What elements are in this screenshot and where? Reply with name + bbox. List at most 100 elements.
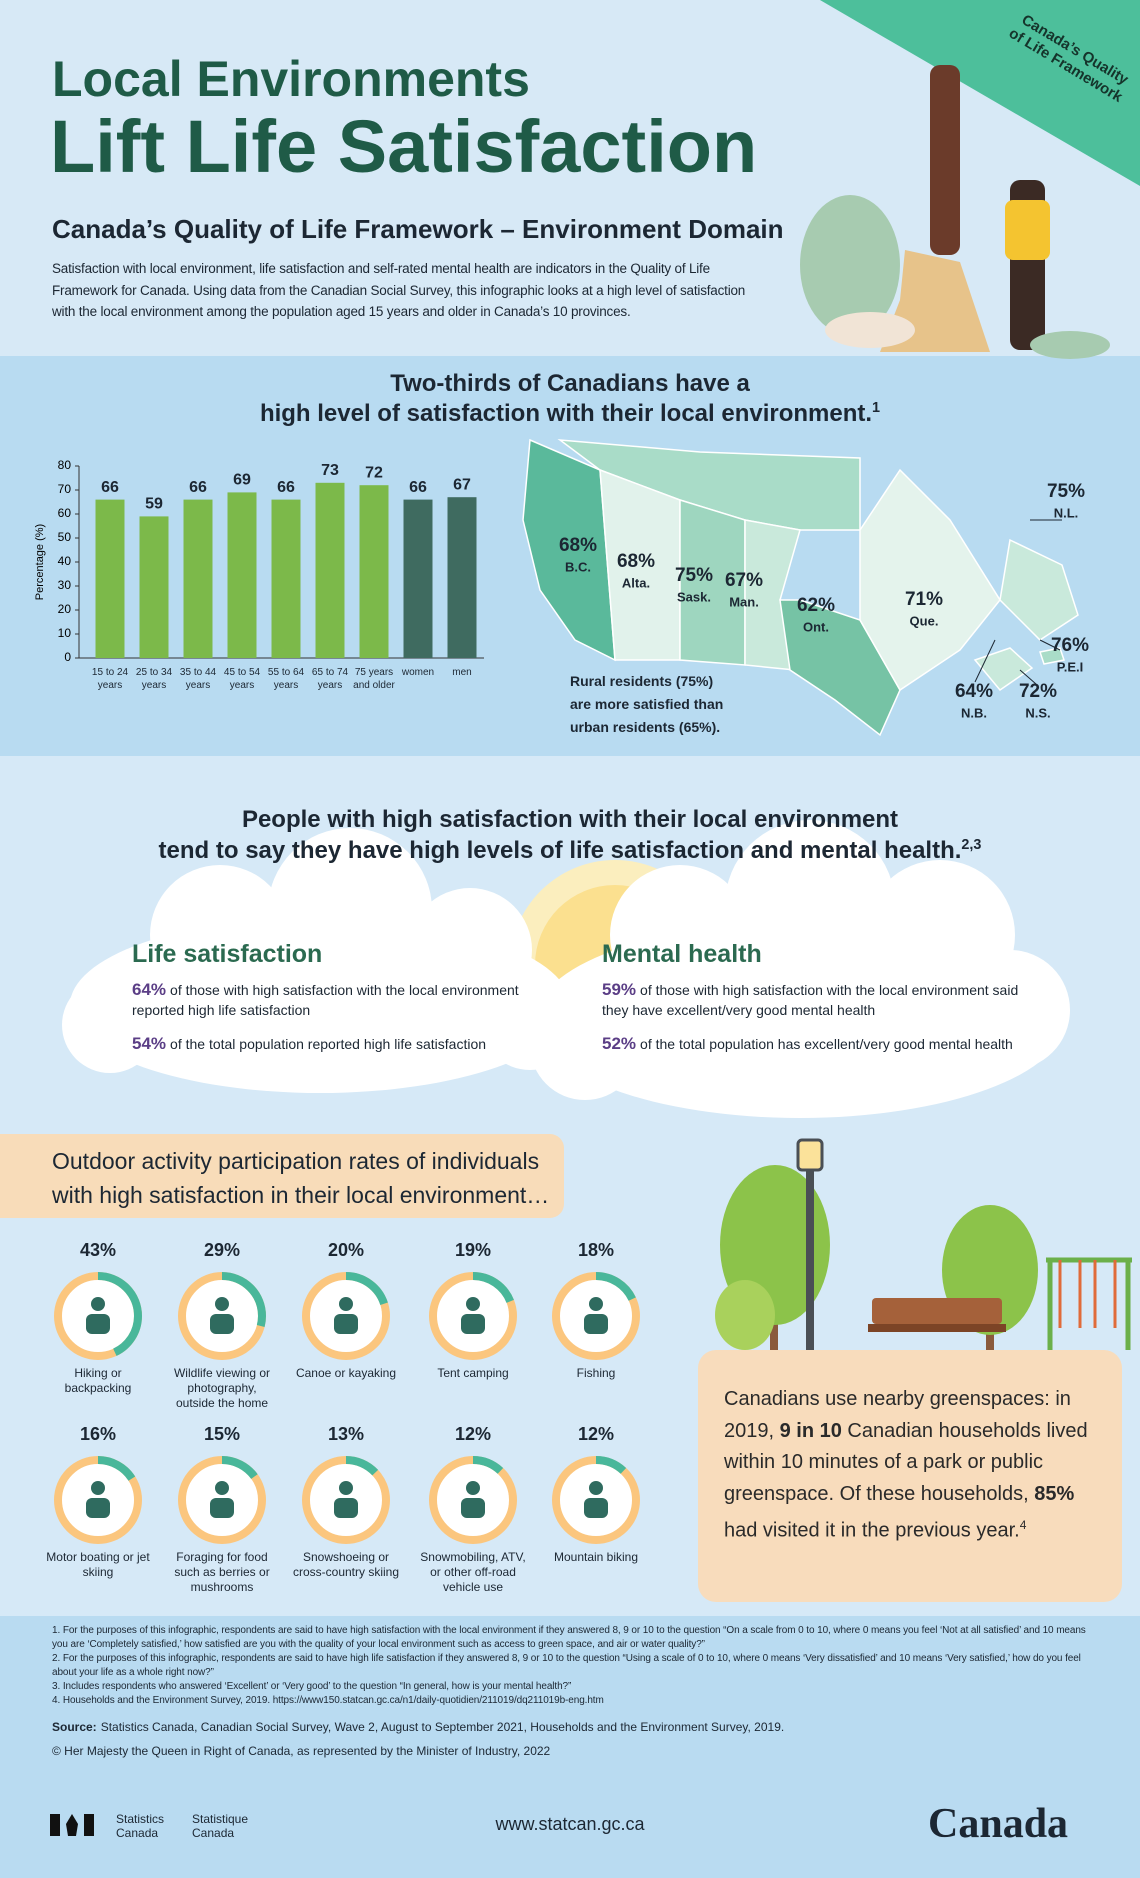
intro: Satisfaction with local environment, lif… [52,261,746,319]
bar [359,485,389,658]
province-name: P.E.I [1057,659,1084,674]
icon [91,1297,105,1311]
y-tick-label: 50 [58,530,72,544]
leader-line [1039,639,1061,651]
jacket [1005,200,1050,260]
panel-text: of those with high satisfaction with the… [602,982,1019,1018]
province-value: 71% [905,589,943,610]
footnotes: 1. For the purposes of this infographic,… [52,1624,1092,1708]
ring-arc [429,1272,517,1360]
province-value: 67% [725,570,763,591]
panel-value: 52% [602,1034,637,1053]
heading-note: 1 [872,400,881,416]
icon [589,1481,603,1495]
icon [466,1481,480,1495]
footnote: 1. For the purposes of this infographic,… [52,1625,1086,1650]
flag-leaf [66,1814,78,1836]
greenspace-box [698,1350,1122,1602]
x-tick-label: 55 to 64 years [267,667,305,691]
panel-text: of the total population reported high li… [170,1036,487,1052]
y-tick-label: 20 [58,602,72,616]
activity-label: Tent camping [437,1366,509,1380]
icon [215,1297,229,1311]
icon [461,1314,485,1334]
icon [339,1481,353,1495]
panel-value: 59% [602,980,637,999]
logo-en: Statistics Canada [116,1812,165,1840]
ring-arc [302,1456,390,1544]
activities-heading: with high satisfaction in their local en… [52,1182,550,1208]
x-tick-label: 65 to 74 years [311,667,349,691]
heading-box [0,1134,564,1218]
value-label: 69 [233,472,251,489]
province-name: Que. [910,613,939,628]
footnote: 2. For the purposes of this infographic,… [52,1653,1081,1678]
panel-value: 54% [132,1034,167,1053]
cloud [62,828,580,1093]
y-tick-label: 30 [58,578,72,592]
activity-label: Motor boating or jet skiing [46,1550,150,1579]
source-label: Source: [52,1720,97,1734]
greenspace-emphasis: 85% [1034,1482,1075,1505]
province-name: N.S. [1025,705,1050,720]
bar [403,499,433,658]
province-value: 72% [1019,681,1057,702]
panel-title: Life satisfaction [132,940,323,968]
activity-value: 29% [203,1240,241,1260]
subtitle: Canada’s Quality of Life Framework – Env… [52,214,784,244]
province-value: 75% [675,565,713,586]
value-label: 66 [101,479,119,496]
title: Lift Life Satisfaction [50,105,758,188]
icon [589,1297,603,1311]
greenspace-text: Canadians use nearby greenspaces: in 201… [724,1384,1104,1547]
ring-arc [302,1272,390,1360]
badge-background [820,0,1140,186]
heading-text: tend to say they have high levels of lif… [158,837,962,864]
flag-bar [84,1814,94,1836]
sitting-hiker [825,312,915,348]
lamp [796,1138,824,1172]
bar [271,499,301,658]
ring-arc [54,1272,142,1360]
heading-line: Two-thirds of Canadians have a [0,370,1140,398]
heading-line: high level of satisfaction with their lo… [0,400,1140,428]
activity-label: Hiking or backpacking [64,1366,132,1395]
value-label: 67 [453,476,471,493]
activity-value: 12% [454,1424,492,1444]
icon [334,1498,358,1518]
value-label: 59 [145,496,163,513]
y-tick-label: 70 [58,482,72,496]
x-tick-label: men [452,667,472,678]
swing-seat [1058,1260,1117,1328]
url: www.statcan.gc.ca [495,1814,645,1834]
ring-arc [552,1456,640,1544]
bench [868,1324,1006,1332]
y-tick-label: 0 [64,650,71,664]
y-tick-label: 40 [58,554,72,568]
x-tick-label: 25 to 34 years [135,667,173,691]
icon [215,1481,229,1495]
panel-item: 52% of the total population has excellent… [602,1034,1022,1054]
source-text: Statistics Canada, Canadian Social Surve… [100,1720,785,1734]
value-label: 66 [189,479,207,496]
x-tick-label: 75 years and older [353,667,395,691]
panel-value: 64% [132,980,167,999]
flag-bar [50,1814,60,1836]
cloud [530,820,1070,1118]
activities-heading: Outdoor activity participation rates of … [52,1148,540,1174]
province-value: 75% [1047,481,1085,502]
map-region [1039,647,1065,665]
greenspace-part: Canadians use nearby greenspaces: in 201… [724,1388,1071,1442]
activity-label: Fishing [576,1366,616,1380]
ring-arc [178,1272,266,1360]
icon [339,1297,353,1311]
heading-text: Two-thirds of Canadians have a [390,370,750,397]
ring-arc [552,1272,640,1360]
heading-note: 2,3 [961,837,982,853]
bar [227,492,257,658]
activity-value: 13% [327,1424,365,1444]
leader-line [1019,669,1037,685]
x-tick-label: 35 to 44 years [179,667,217,691]
title: Local Environments [52,51,530,107]
